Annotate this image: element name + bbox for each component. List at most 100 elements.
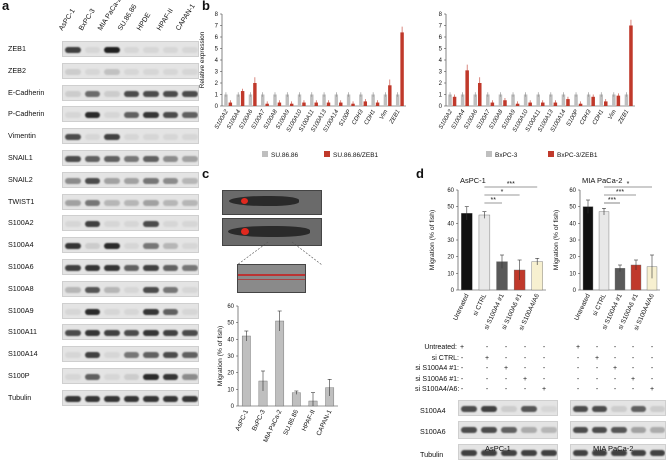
- zebrafish-image-bottom: [222, 218, 322, 246]
- y-tick-label: 5: [215, 47, 219, 53]
- bar: [261, 94, 265, 106]
- blot-band: [541, 406, 557, 412]
- y-tick-label: 10: [569, 271, 576, 277]
- blot-band: [611, 427, 627, 433]
- blot-strip: [62, 193, 199, 210]
- blot-band: [182, 221, 198, 228]
- treatment-sign: -: [504, 344, 508, 351]
- chart-d-miapaca2: 0 10 20 30 40 50 60 Migration (% of fish) MIA Pa…: [553, 176, 660, 332]
- blot-band: [143, 156, 159, 162]
- blot-band: [182, 156, 198, 162]
- blot-band: [65, 177, 81, 184]
- blot-band: [65, 243, 81, 250]
- blot-band: [143, 199, 159, 206]
- blot-row-label: S100A2: [8, 218, 34, 228]
- treatment-sign: -: [650, 344, 654, 351]
- blot-band: [630, 406, 646, 412]
- legend-swatch: [486, 151, 492, 157]
- y-axis-label: Migration (% of fish): [429, 210, 436, 270]
- treatment-sign: -: [542, 344, 546, 351]
- blot-band: [611, 406, 627, 412]
- lane-label: HPAF-II: [155, 7, 175, 33]
- blot-band: [182, 374, 198, 380]
- blot-band: [84, 134, 101, 141]
- blot-band: [162, 286, 179, 293]
- blot-band: [481, 427, 497, 433]
- x-tick-label: SU.86.86: [282, 409, 300, 437]
- blot-band: [65, 286, 81, 293]
- treatment-sign: -: [504, 375, 508, 383]
- bar: [322, 94, 326, 106]
- bar: [624, 94, 629, 106]
- treatment-row-label: Untreated:: [424, 344, 457, 351]
- bar: [253, 83, 257, 106]
- blot-row-label: S100A8: [8, 283, 34, 293]
- x-tick-label: BxPC-3: [251, 409, 267, 433]
- bar: [498, 94, 503, 106]
- y-tick-label: 3: [439, 70, 443, 76]
- bar: [503, 100, 507, 106]
- blot-row-label: Tubulin: [8, 392, 32, 402]
- blot-band: [162, 90, 179, 97]
- blot-strip: [62, 368, 199, 384]
- panel-letter-a: a: [2, 0, 10, 13]
- bar: [591, 96, 595, 106]
- blot-band: [182, 199, 198, 206]
- y-tick-label: 6: [439, 35, 443, 41]
- lane-label: CAPAN-1: [175, 2, 198, 32]
- x-tick-label: CDH1: [364, 109, 377, 126]
- blot-band: [162, 243, 179, 250]
- blot-band: [592, 427, 608, 433]
- bar: [240, 91, 245, 106]
- bar: [616, 95, 621, 106]
- blot-band: [630, 427, 646, 433]
- treatment-sign: -: [504, 354, 508, 362]
- y-tick-label: 0: [451, 288, 455, 294]
- treatment-sign: -: [485, 386, 489, 393]
- treatment-sign: -: [542, 354, 546, 362]
- blot-band: [104, 395, 120, 402]
- bar: [477, 83, 482, 106]
- y-axis-label: Migration (% of fish): [553, 210, 560, 270]
- blot-strip: [62, 324, 199, 341]
- blot-band: [162, 156, 179, 162]
- y-axis-label: Relative expression: [199, 31, 206, 88]
- bar: [388, 85, 392, 106]
- blot-band: [84, 265, 101, 271]
- blot-band: [592, 406, 608, 412]
- blot-strip: [62, 84, 199, 101]
- blot-band: [123, 265, 140, 271]
- legend-swatch: [262, 151, 268, 157]
- blot-band: [84, 308, 101, 315]
- x-tick-label: S100P: [338, 109, 352, 128]
- blot-band: [123, 156, 140, 162]
- bar: [461, 213, 473, 291]
- blot-band: [143, 265, 159, 271]
- blot-band: [143, 352, 159, 359]
- treatment-sign: +: [522, 375, 528, 383]
- blot-band: [461, 427, 477, 433]
- blot-band: [104, 177, 120, 184]
- y-tick-label: 20: [227, 371, 234, 377]
- blot-row-label: ZEB2: [8, 65, 26, 75]
- significance-label: ***: [507, 181, 515, 188]
- y-tick-label: 4: [439, 58, 443, 64]
- bar: [452, 96, 457, 106]
- blot-band: [501, 406, 517, 412]
- bar: [582, 206, 594, 291]
- blot-band: [84, 221, 101, 228]
- blot-band: [84, 112, 101, 119]
- treatment-sign: -: [542, 365, 546, 372]
- treatment-sign: -: [523, 365, 527, 372]
- blot-band: [65, 112, 81, 119]
- blot-row-label: S100A4: [420, 406, 446, 415]
- y-tick-label: 40: [227, 337, 234, 343]
- blot-strip: [62, 128, 199, 145]
- legend-label: SU.86.86: [271, 152, 298, 159]
- blot-band: [649, 450, 665, 456]
- bar: [275, 320, 285, 407]
- blot-band: [65, 134, 81, 141]
- treatment-sign: -: [504, 386, 508, 393]
- treatment-row-label: si CTRL:: [431, 354, 459, 362]
- blot-band: [182, 243, 198, 250]
